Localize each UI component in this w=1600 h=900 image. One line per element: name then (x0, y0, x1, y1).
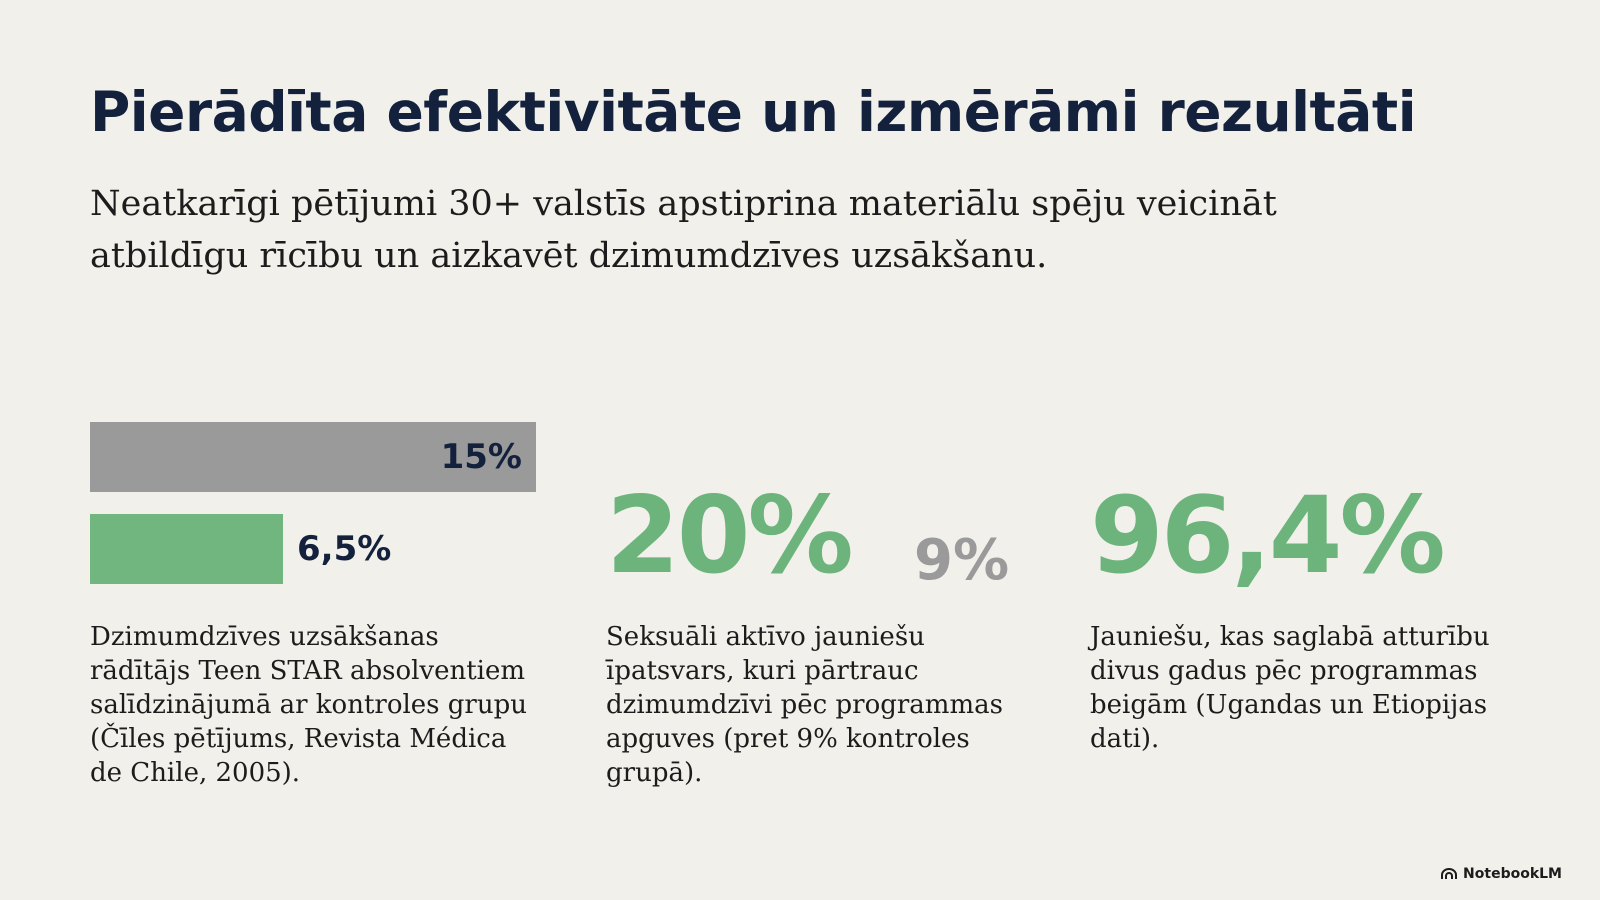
notebooklm-logo-icon (1441, 868, 1458, 879)
bar-control-group (90, 422, 536, 492)
bar-value-teenstar: 6,5% (297, 529, 392, 569)
bar-value-control: 15% (440, 437, 522, 477)
brand-label: NotebookLM (1463, 866, 1562, 882)
notebooklm-branding: NotebookLM (1441, 866, 1562, 882)
stat-description-second: Seksuāli aktīvo jauniešu īpatsvars, kuri… (606, 622, 1003, 788)
stat-value-third: 96,4% (1090, 474, 1446, 597)
stat-comparison-second: 9% (914, 528, 1010, 593)
stat-value-second: 20% (606, 474, 854, 597)
stat-description-first: Dzimumdzīves uzsākšanas rādītājs Teen ST… (90, 622, 527, 788)
page-title: Pierādīta efektivitāte un izmērāmi rezul… (90, 80, 1417, 144)
page-subtitle: Neatkarīgi pētījumi 30+ valstīs apstipri… (90, 184, 1277, 276)
bar-teenstar-group (90, 514, 283, 584)
stat-description-third: Jauniešu, kas saglabā atturību divus gad… (1090, 622, 1490, 754)
